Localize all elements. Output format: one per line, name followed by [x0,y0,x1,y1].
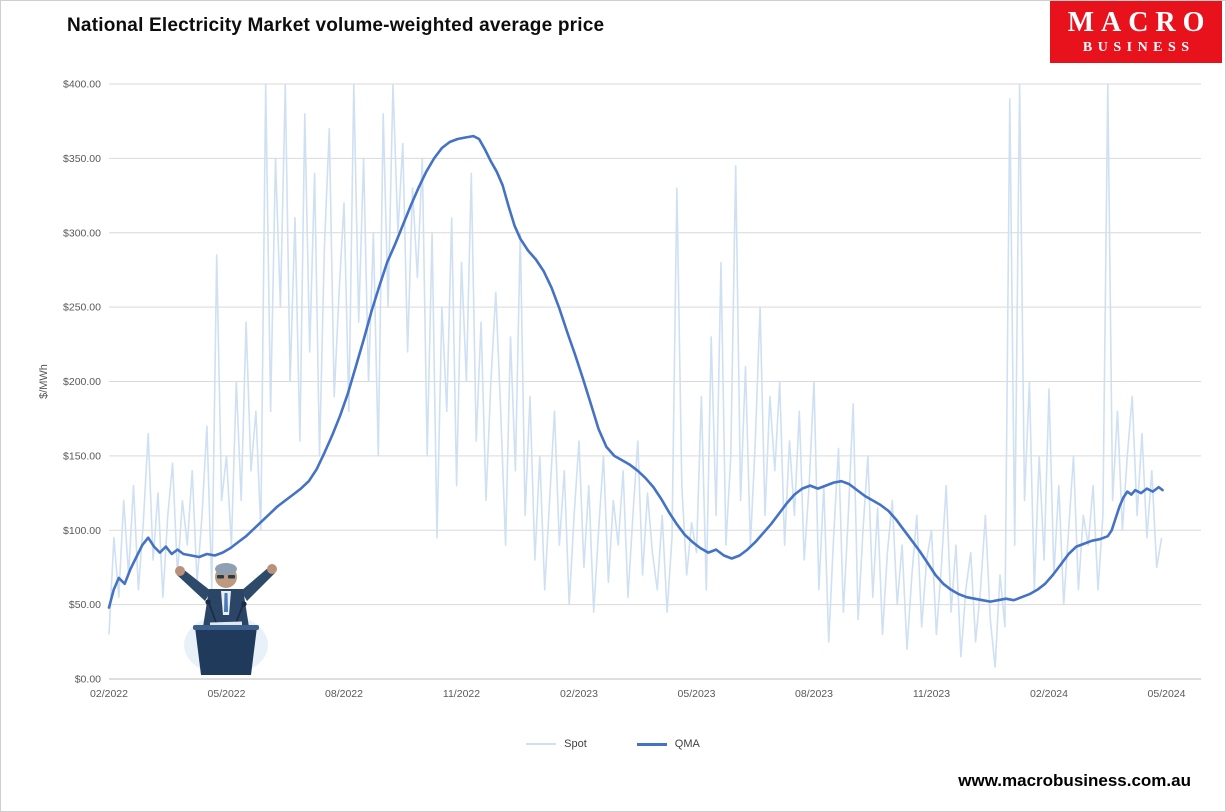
website-url: www.macrobusiness.com.au [958,771,1191,790]
x-tick-label: 11/2022 [443,688,480,700]
y-tick-label: $150.00 [63,450,101,462]
podium-top [193,625,259,630]
y-axis-title: $/MWh [38,364,50,399]
chart-legend: Spot QMA [1,738,1225,750]
y-tick-label: $0.00 [75,674,101,686]
spot-series-line [108,83,1163,668]
logo-text-business: BUSINESS [1082,40,1195,55]
y-tick-label: $300.00 [63,227,101,239]
x-tick-label: 08/2022 [325,688,363,700]
x-tick-label: 08/2023 [795,688,833,700]
legend-label-spot: Spot [564,738,587,750]
y-tick-label: $400.00 [63,79,101,91]
legend-label-qma: QMA [674,738,700,750]
y-tick-label: $100.00 [63,525,101,537]
speaker-right-arm [241,567,275,601]
speaker-photo [175,563,277,675]
microphone-icon [241,601,247,607]
spot-line-swatch [526,743,557,745]
y-tick-label: $50.00 [69,599,101,611]
x-tick-label: 02/2024 [1030,688,1068,700]
podium [195,627,257,675]
qma-line-swatch [636,742,667,746]
speaker-right-hand [267,564,277,574]
speaker-left-hand [175,566,185,576]
legend-item-qma: QMA [636,738,700,750]
y-tick-label: $200.00 [63,376,101,388]
y-tick-label: $250.00 [63,302,101,314]
logo-text-macro: MACRO [1067,7,1212,38]
legend-item-spot: Spot [526,738,587,750]
x-tick-label: 02/2023 [560,688,598,700]
x-tick-label: 05/2022 [208,688,246,700]
x-tick-label: 02/2022 [90,688,128,700]
x-tick-label: 05/2023 [678,688,716,700]
x-tick-label: 11/2023 [913,688,950,700]
speaker-glasses [217,575,224,579]
page-title: National Electricity Market volume-weigh… [67,15,605,36]
macrobusiness-logo: MACRO BUSINESS [1050,1,1222,63]
speaker-tie [224,593,228,612]
microphone-icon [208,602,218,626]
speaker-glasses [228,575,235,579]
speaker-hair [215,563,237,575]
speaker-left-arm [177,569,211,601]
qma-series-line [107,134,1164,609]
y-tick-label: $350.00 [63,153,101,165]
x-tick-label: 05/2024 [1148,688,1186,700]
microphone-icon [205,599,211,605]
